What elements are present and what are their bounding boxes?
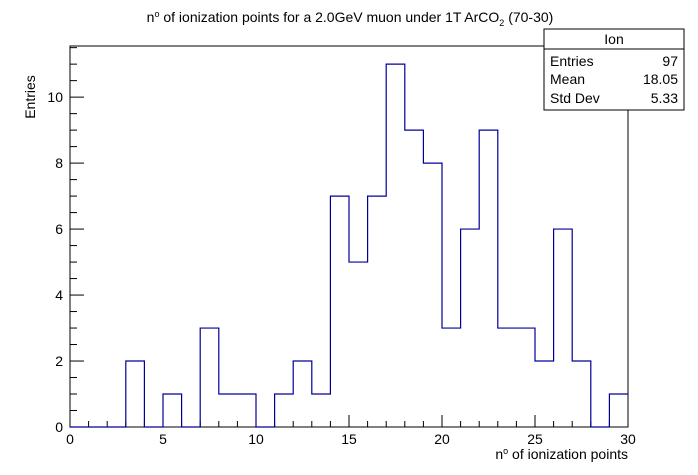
x-label-n: n — [495, 446, 503, 462]
y-tick-label: 2 — [55, 353, 63, 369]
title-superscript: o — [154, 9, 159, 19]
x-tick-label: 10 — [248, 431, 264, 447]
x-tick-label: 0 — [66, 431, 74, 447]
tick-labels: 0 5 10 15 20 25 30 0 2 4 6 8 10 — [47, 89, 636, 447]
y-tick-label: 8 — [55, 155, 63, 171]
x-tick-label: 20 — [434, 431, 450, 447]
stats-box-title: Ion — [604, 31, 623, 47]
stats-mean-label: Mean — [550, 71, 585, 87]
chart-title: no of ionization points for a 2.0GeV muo… — [147, 9, 554, 28]
y-tick-label: 4 — [55, 287, 63, 303]
y-axis-label: Entries — [22, 75, 38, 119]
title-main-text: of ionization points for a 2.0GeV muon u… — [159, 9, 499, 25]
stats-stddev-label: Std Dev — [550, 90, 600, 106]
stats-mean-value: 18.05 — [643, 71, 678, 87]
y-tick-label: 0 — [55, 419, 63, 435]
x-tick-label: 30 — [620, 431, 636, 447]
title-n: n — [147, 9, 155, 25]
title-subscript: 2 — [499, 18, 504, 28]
stats-entries-label: Entries — [550, 53, 594, 69]
stats-box-frame — [543, 28, 685, 111]
x-axis-label: no of ionization points — [495, 446, 628, 462]
y-tick-label: 10 — [47, 89, 63, 105]
x-tick-label: 15 — [341, 431, 357, 447]
title-trailing-text: (70-30) — [504, 9, 553, 25]
stats-box: Ion Entries 97 Mean 18.05 Std Dev 5.33 — [543, 28, 685, 111]
x-tick-label: 5 — [159, 431, 167, 447]
x-label-rest: of ionization points — [508, 446, 628, 462]
histogram-outline — [70, 63, 628, 428]
x-label-superscript: o — [503, 446, 508, 456]
stats-stddev-value: 5.33 — [651, 90, 678, 106]
y-tick-label: 6 — [55, 221, 63, 237]
stats-entries-value: 97 — [662, 53, 678, 69]
x-tick-label: 25 — [527, 431, 543, 447]
